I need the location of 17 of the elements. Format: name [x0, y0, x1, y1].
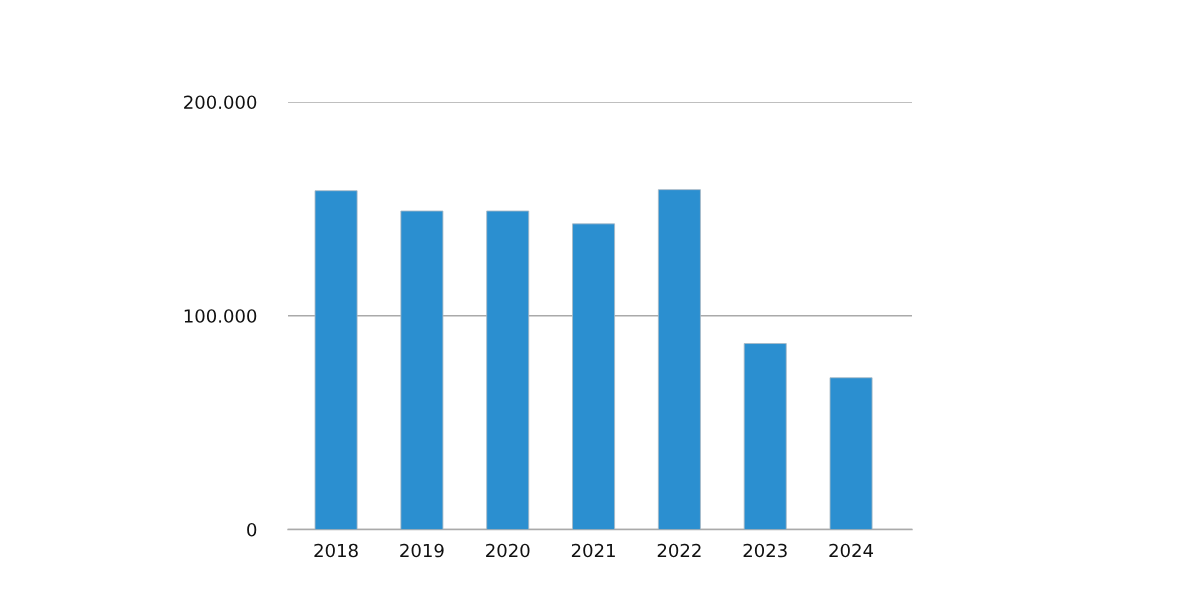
bar [314, 190, 358, 530]
bar [486, 210, 530, 530]
bar [743, 343, 787, 530]
y-tick-label: 0 [247, 522, 257, 537]
x-tick-label: 2023 [743, 543, 787, 558]
x-tick-label: 2020 [486, 543, 530, 558]
x-tick-label: 2021 [571, 543, 615, 558]
x-tick-label: 2019 [400, 543, 444, 558]
x-tick-label: 2018 [314, 543, 358, 558]
bar [829, 377, 873, 530]
bar [657, 189, 701, 530]
bar [400, 210, 444, 530]
x-tick-label: 2022 [657, 543, 701, 558]
bar [572, 223, 616, 530]
y-tick-label: 200.000 [184, 95, 257, 110]
y-tick-label: 100.000 [184, 309, 257, 323]
x-tick-label: 2024 [829, 543, 874, 558]
